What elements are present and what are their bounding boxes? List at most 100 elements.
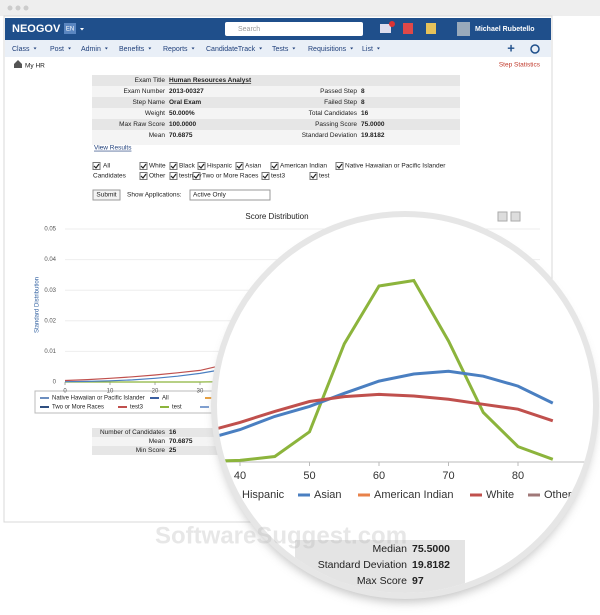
x-tick-label: 0 — [63, 389, 67, 395]
stats-label: Number of Candidates — [100, 429, 166, 436]
legend-label[interactable]: Asian — [314, 489, 342, 501]
filter-label[interactable]: White — [149, 163, 166, 170]
filter-label[interactable]: Candidates — [93, 173, 127, 180]
nav-item[interactable]: Tests — [272, 46, 289, 53]
checkbox[interactable] — [261, 172, 270, 180]
nav-item[interactable]: List — [362, 46, 373, 53]
checkbox[interactable] — [235, 162, 244, 170]
nav-item[interactable]: Reports — [163, 46, 188, 53]
step-statistics: Step Statistics — [499, 62, 541, 69]
y-tick-label: 0.02 — [44, 318, 56, 324]
nav-item[interactable]: CandidateTrack — [206, 46, 256, 53]
legend-label[interactable]: test3 — [130, 405, 144, 411]
notes-icon[interactable] — [426, 23, 436, 34]
calendar-icon[interactable] — [403, 23, 413, 34]
y-tick-label: 0 — [53, 380, 57, 386]
check — [93, 163, 100, 169]
nav-item[interactable]: Benefits — [119, 46, 145, 53]
submit-label[interactable]: Submit — [96, 192, 116, 199]
x-tick-label: 30 — [197, 389, 204, 395]
table-row — [92, 86, 460, 97]
nav-item[interactable]: Requisitions — [308, 46, 347, 53]
checkbox[interactable] — [270, 162, 279, 170]
table-row — [92, 130, 460, 141]
legend-label[interactable]: Native Hawaiian or Pacific Islander — [52, 396, 145, 402]
table-row — [92, 108, 460, 119]
legend-label[interactable]: Two or More Races — [52, 405, 104, 411]
submit-button[interactable] — [92, 189, 121, 201]
add-icon[interactable]: + — [507, 40, 515, 55]
select-box[interactable] — [189, 189, 271, 201]
table-row — [92, 75, 460, 86]
nav-item[interactable]: Class — [12, 46, 30, 53]
checkbox[interactable] — [92, 162, 101, 170]
lang[interactable]: EN — [66, 27, 74, 33]
view-results[interactable]: View Results — [94, 145, 132, 152]
filter-label[interactable]: Black — [179, 163, 196, 170]
checkbox[interactable] — [335, 162, 344, 170]
logo: NEOGOV — [12, 23, 61, 35]
checkbox[interactable] — [309, 172, 318, 180]
legend-label[interactable]: Other — [544, 489, 572, 501]
filter-label[interactable]: American Indian — [280, 163, 327, 170]
user-name[interactable]: Michael Rubetello — [475, 26, 535, 33]
avatar[interactable] — [457, 22, 470, 36]
legend-label[interactable]: Hispanic — [242, 489, 285, 501]
legend-label[interactable]: White — [486, 489, 514, 501]
checkbox[interactable] — [169, 162, 178, 170]
filter-label[interactable]: Asian — [245, 163, 262, 170]
lang-box[interactable] — [64, 23, 76, 34]
x-tick-label: 20 — [152, 389, 159, 395]
nav-bar — [5, 40, 551, 57]
breadcrumb[interactable]: My HR — [25, 63, 45, 70]
stats-value: 97 — [412, 575, 424, 587]
legend-label[interactable]: American Indian — [374, 489, 454, 501]
y-tick-label: 0.03 — [44, 288, 56, 294]
check — [262, 173, 269, 179]
filter-label[interactable]: test3 — [271, 173, 285, 180]
home-icon[interactable] — [14, 60, 22, 68]
select-value[interactable]: Active Only — [193, 192, 227, 199]
filter-label[interactable]: Native Hawaiian or Pacific Islander — [345, 163, 446, 170]
chart-icon[interactable] — [497, 211, 508, 222]
check — [170, 163, 177, 169]
filter-label[interactable]: test — [319, 173, 330, 180]
nav-item[interactable]: Admin — [81, 46, 101, 53]
stats-value: 16 — [169, 429, 177, 436]
check — [271, 163, 278, 169]
stats-value: 75.5000 — [412, 543, 450, 555]
browser-dot — [15, 5, 21, 11]
nav-caret — [148, 47, 152, 50]
nav-item[interactable]: Post — [50, 46, 64, 53]
search-box[interactable] — [225, 22, 363, 36]
chart-icon[interactable] — [510, 211, 521, 222]
clock-icon[interactable] — [530, 44, 540, 54]
field-label: Passed Step — [320, 88, 357, 95]
field-value: 70.6875 — [169, 132, 193, 139]
checkbox[interactable] — [192, 172, 201, 180]
series-line — [217, 278, 554, 464]
search-placeholder[interactable]: Search — [238, 26, 260, 33]
filter-label[interactable]: testnew — [179, 173, 202, 180]
checkbox[interactable] — [139, 172, 148, 180]
legend-label[interactable]: test — [172, 405, 182, 411]
x-tick-label: 80 — [512, 470, 524, 482]
checkbox[interactable] — [139, 162, 148, 170]
field-label: Step Name — [132, 99, 165, 106]
legend-label[interactable]: All — [162, 396, 169, 402]
magnifier — [211, 211, 599, 599]
field-label: Failed Step — [324, 99, 357, 106]
check — [236, 163, 243, 169]
chart-title: Score Distribution — [245, 212, 308, 221]
filter-label[interactable]: Other — [149, 173, 166, 180]
checkbox[interactable] — [197, 162, 206, 170]
x-tick-label: 60 — [373, 470, 385, 482]
stats-label: Max Score — [357, 575, 407, 587]
filter-label[interactable]: Two or More Races — [202, 173, 259, 180]
checkbox[interactable] — [169, 172, 178, 180]
filter-label[interactable]: Hispanic — [207, 163, 233, 170]
field-value: 16 — [361, 110, 369, 117]
mail-icon[interactable] — [380, 24, 391, 33]
filter-label[interactable]: All — [103, 163, 111, 170]
